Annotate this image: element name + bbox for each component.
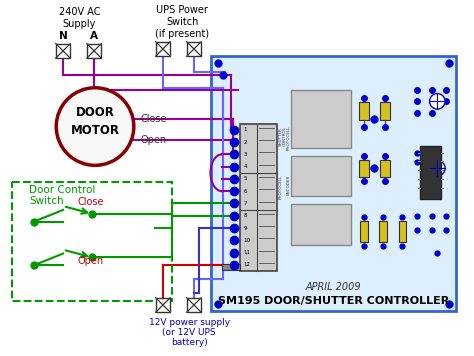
Text: SM195 DOOR/SHUTTER CONTROLLER: SM195 DOOR/SHUTTER CONTROLLER (218, 296, 449, 306)
Text: 12: 12 (244, 262, 250, 267)
Bar (56, 44, 70, 58)
Bar (360, 221, 367, 242)
Text: 10: 10 (244, 238, 250, 243)
Text: ENCODER: ENCODER (287, 175, 291, 195)
Bar (240, 124, 277, 271)
Bar (380, 159, 390, 177)
Text: A: A (90, 31, 98, 41)
Text: 3: 3 (244, 152, 247, 157)
Bar (155, 42, 170, 56)
Bar (359, 102, 368, 120)
Bar (187, 298, 201, 312)
Text: 2: 2 (244, 140, 247, 145)
Text: APRIL 2009: APRIL 2009 (306, 282, 361, 292)
Text: 4: 4 (244, 164, 247, 169)
Text: DOOR
MOTOR: DOOR MOTOR (71, 106, 119, 137)
Text: 1: 1 (244, 127, 247, 132)
Text: Door Control
Switch: Door Control Switch (29, 185, 95, 206)
Text: PHOTOCELL: PHOTOCELL (278, 175, 283, 199)
Text: 7: 7 (244, 201, 247, 206)
Bar (291, 204, 351, 245)
Bar (222, 264, 239, 270)
Bar (359, 159, 368, 177)
Bar (379, 221, 387, 242)
Text: 6: 6 (244, 189, 247, 194)
Circle shape (429, 94, 445, 109)
Text: 5: 5 (244, 177, 247, 182)
Text: Close: Close (78, 197, 104, 207)
Bar (87, 44, 101, 58)
Bar (420, 146, 441, 199)
Bar (291, 90, 351, 148)
Text: 12V power supply
(or 12V UPS
battery): 12V power supply (or 12V UPS battery) (148, 318, 230, 347)
Text: Open: Open (78, 256, 104, 266)
Bar (291, 156, 351, 197)
Bar (380, 102, 390, 120)
Bar (399, 221, 406, 242)
Text: Close: Close (141, 114, 167, 124)
Circle shape (56, 88, 134, 165)
Bar (155, 298, 170, 312)
Text: 240V AC
Supply: 240V AC Supply (59, 7, 100, 29)
Circle shape (429, 161, 445, 176)
Text: PHOTOCELL: PHOTOCELL (287, 126, 291, 150)
Bar (12, 182, 172, 301)
Text: 9: 9 (244, 226, 247, 231)
Text: 11: 11 (244, 250, 250, 255)
Text: 8: 8 (244, 213, 247, 218)
Bar (187, 42, 201, 56)
Text: N: N (59, 31, 67, 41)
Text: Open: Open (141, 135, 167, 145)
Text: SHUTTER
CONTROL: SHUTTER CONTROL (278, 126, 287, 146)
Bar (211, 56, 456, 311)
Text: UPS Power
Switch
(if present): UPS Power Switch (if present) (155, 5, 210, 38)
